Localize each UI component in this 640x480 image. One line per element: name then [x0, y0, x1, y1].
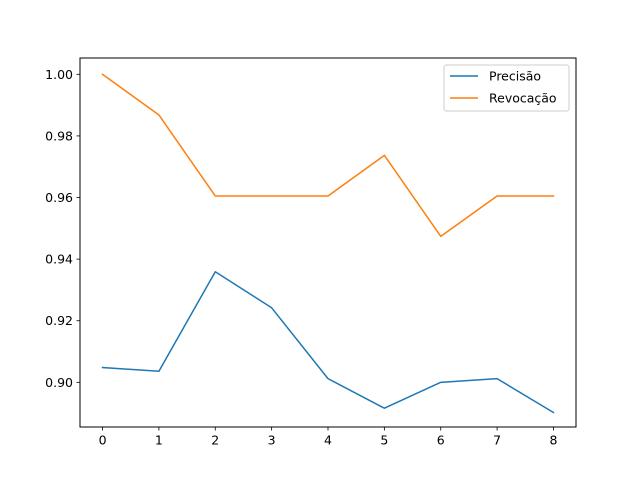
x-tick-label: 2 — [211, 433, 219, 448]
legend-label-1: Revocação — [489, 91, 557, 106]
legend: Precisão Revocação — [443, 64, 570, 112]
x-tick-label: 4 — [324, 433, 332, 448]
x-tick-label: 8 — [549, 433, 557, 448]
x-axis: 0 1 2 3 4 5 6 7 8 — [99, 427, 557, 448]
x-tick-label: 3 — [268, 433, 276, 448]
series-line-1 — [101, 73, 555, 238]
y-tick-label: 0.94 — [45, 252, 73, 267]
y-tick-label: 0.98 — [45, 128, 73, 143]
y-axis: 0.90 0.92 0.94 0.96 0.98 1.00 — [45, 67, 80, 390]
plot-lines — [101, 73, 555, 414]
x-tick-label: 0 — [99, 433, 107, 448]
x-tick-label: 6 — [437, 433, 445, 448]
y-tick-label: 0.92 — [45, 313, 73, 328]
x-tick-label: 5 — [380, 433, 388, 448]
y-tick-label: 0.90 — [45, 375, 73, 390]
x-tick-label: 1 — [155, 433, 163, 448]
legend-label-0: Precisão — [489, 69, 541, 84]
series-line-0 — [101, 271, 555, 414]
y-tick-label: 0.96 — [45, 190, 73, 205]
x-tick-label: 7 — [493, 433, 501, 448]
y-tick-label: 1.00 — [45, 67, 73, 82]
